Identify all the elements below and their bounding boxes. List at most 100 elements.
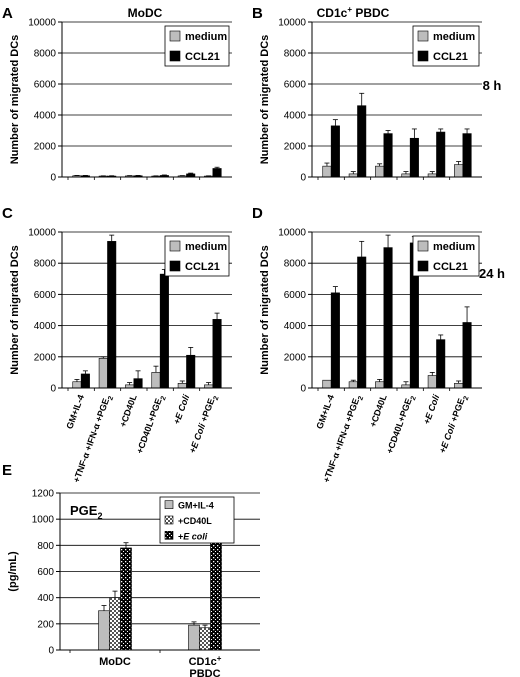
legend-label: +CD40L: [178, 516, 212, 526]
bar-ccl21: [462, 322, 472, 389]
y-tick-label: 6000: [284, 290, 307, 301]
bar-ccl21: [409, 137, 419, 178]
legend-label: CCL21: [185, 261, 220, 273]
y-tick-label: 6000: [284, 80, 307, 91]
y-tick-label: 6000: [34, 290, 57, 301]
y-tick-label: 8000: [34, 259, 57, 270]
bar-medium: [72, 381, 82, 389]
bar-gm-il-4: [188, 624, 200, 651]
y-tick-label: 0: [48, 646, 54, 657]
title-panel-b: CD1c+ PBDC: [317, 5, 390, 20]
x-category-label: +CD40L+PGE2: [384, 393, 417, 456]
y-tick-label: 4000: [284, 321, 307, 332]
y-tick-label: 1000: [32, 515, 55, 526]
bar-ccl21: [330, 125, 340, 178]
y-tick-label: 6000: [34, 80, 57, 91]
y-axis-label: Number of migrated DCs: [9, 35, 21, 165]
y-tick-label: 4000: [284, 111, 307, 122]
legend-label: medium: [185, 31, 227, 43]
bar-ccl21: [186, 354, 196, 389]
y-tick-label: 8000: [284, 259, 307, 270]
bar-medium: [454, 164, 464, 178]
bar-ccl21: [383, 247, 393, 389]
y-tick-label: 0: [50, 384, 56, 395]
legend-swatch: [164, 531, 174, 540]
legend-swatch: [164, 515, 174, 525]
bar-ccl21: [436, 131, 446, 178]
bar-ccl21: [357, 256, 367, 389]
y-tick-label: 10000: [28, 228, 56, 239]
panel-label-c: C: [2, 205, 13, 222]
x-category-label: GM+IL-4: [314, 393, 336, 430]
bar-gm-il-4: [98, 610, 110, 651]
legend-swatch: [169, 240, 181, 252]
bar-medium: [151, 372, 161, 389]
y-tick-label: 10000: [28, 18, 56, 29]
bar-ccl21: [212, 319, 222, 389]
legend-swatch: [417, 30, 429, 42]
bar--cd40l: [109, 597, 121, 651]
bar-medium: [348, 381, 358, 389]
bar-ccl21: [357, 105, 367, 178]
y-tick-label: 2000: [284, 352, 307, 363]
bar-medium: [454, 383, 464, 389]
legend-label: CCL21: [433, 51, 468, 63]
bar-ccl21: [133, 378, 143, 389]
y-tick-label: 8000: [284, 49, 307, 60]
legend: medium CCL21: [412, 235, 480, 277]
legend-label: medium: [433, 241, 475, 253]
bar-ccl21: [159, 273, 169, 389]
chart-panel-a: 0 2000 4000 6000 8000 10000 Number of migrated…: [9, 18, 232, 184]
bar--cd40l: [199, 627, 211, 651]
legend: medium CCL21: [164, 25, 230, 67]
y-tick-label: 4000: [34, 321, 57, 332]
panel-label-b: B: [252, 5, 263, 22]
legend-swatch: [169, 50, 181, 62]
bar-medium: [98, 358, 108, 389]
legend-label: medium: [433, 31, 475, 43]
bar-medium: [177, 383, 187, 389]
y-tick-label: 0: [300, 384, 306, 395]
x-category-label: +CD40L: [368, 393, 389, 429]
bar-ccl21: [436, 339, 446, 389]
panel-label-e: E: [2, 462, 12, 479]
legend-swatch: [417, 50, 429, 62]
y-tick-label: 2000: [284, 142, 307, 153]
bar-medium: [322, 165, 332, 178]
legend-label: medium: [185, 241, 227, 253]
x-category-label: +CD40L: [118, 393, 139, 429]
y-tick-label: 2000: [34, 142, 57, 153]
legend-label: +E coli: [178, 531, 208, 541]
y-tick-label: 10000: [278, 228, 306, 239]
side-label-8h: 8 h: [483, 78, 502, 93]
y-tick-label: 10000: [278, 18, 306, 29]
title-panel-e: PGE2: [70, 503, 102, 521]
legend-label: GM+IL-4: [178, 501, 214, 511]
bar--e-coli: [120, 547, 132, 651]
chart-panel-c: 0 2000 4000 6000 8000 10000 Number of migrated…: [9, 228, 232, 484]
panel-label-a: A: [2, 5, 13, 22]
chart-panel-e: 0 200 400 600 800 1000 1200 (pg/mL) MoDC CD1c+ PBD…: [7, 489, 260, 677]
legend-label: CCL21: [185, 51, 220, 63]
legend: medium CCL21: [164, 235, 230, 277]
x-category-label: +E Coli: [171, 393, 191, 426]
y-tick-label: 0: [300, 173, 306, 184]
legend-swatch: [169, 260, 181, 272]
bar-ccl21: [383, 133, 393, 178]
bar-ccl21: [330, 292, 340, 389]
bar-medium: [322, 379, 332, 389]
x-category-label: MoDC: [99, 656, 131, 668]
y-tick-label: 4000: [34, 111, 57, 122]
chart-panel-d: 0 2000 4000 6000 8000 10000 Number of migrated…: [259, 228, 482, 484]
panel-label-d: D: [252, 205, 263, 222]
y-tick-label: 1200: [32, 489, 55, 500]
bar-medium: [375, 381, 385, 389]
y-tick-label: 400: [37, 593, 54, 604]
legend-swatch: [164, 500, 174, 509]
y-axis-label: Number of migrated DCs: [259, 35, 271, 165]
y-tick-label: 0: [50, 173, 56, 184]
legend-swatch: [169, 30, 181, 42]
bar-medium: [375, 165, 385, 178]
y-tick-label: 8000: [34, 49, 57, 60]
